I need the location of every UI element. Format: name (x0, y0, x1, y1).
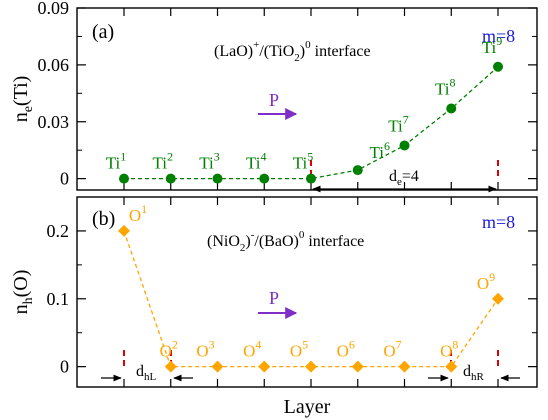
panel-b-label: (b) (92, 208, 115, 230)
y-tick-label: 0.2 (47, 221, 70, 241)
y-tick-label: 0.1 (47, 289, 70, 309)
point-label-b-2: O2 (160, 338, 178, 361)
panel-b-m-label: m=8 (482, 212, 515, 232)
data-point-b-1 (118, 224, 130, 237)
x-axis-label: Layer (284, 396, 331, 418)
data-point-a-6 (352, 165, 363, 176)
data-point-a-7 (399, 140, 410, 151)
panel-a-ylabel: ne(Ti) (10, 76, 36, 123)
point-label-b-3: O3 (196, 338, 214, 361)
panel-a-ticks: 0 0.03 0.06 0.09 (38, 0, 537, 190)
panel-b: 0 0.1 0.2 nh(O) (b) (NiO2)-/(BaO)0 interfa… (10, 196, 538, 388)
point-label-b-5: O5 (290, 338, 308, 361)
data-point-b-8 (445, 360, 458, 373)
data-point-a-2 (165, 173, 176, 184)
data-point-b-4 (258, 360, 271, 373)
panel-b-p-label: P (269, 288, 279, 308)
panel-b-dhr-label: dhR (463, 363, 485, 383)
panel-a: 0 0.03 0.06 0.09 ne(Ti) (a) (LaO)+/(TiO2)0 … (10, 0, 538, 193)
panel-a-p-label: P (269, 90, 279, 110)
point-label-a-4: Ti4 (246, 150, 267, 173)
point-label-b-8: O8 (440, 338, 458, 361)
point-label-a-8: Ti8 (435, 75, 456, 98)
data-point-b-3 (211, 360, 224, 373)
data-point-a-5 (306, 173, 316, 184)
data-point-b-2 (164, 360, 177, 373)
data-point-a-8 (446, 103, 457, 114)
point-label-a-5: Ti5 (293, 150, 314, 173)
point-label-b-7: O7 (383, 338, 401, 361)
point-label-b-1: O1 (129, 202, 147, 225)
data-point-b-9 (492, 292, 504, 305)
y-tick-label: 0.06 (38, 55, 70, 75)
data-point-b-6 (351, 360, 364, 373)
panel-b-interface-annotation: (NiO2)-/(BaO)0 interface (207, 229, 364, 254)
data-point-b-7 (398, 360, 411, 373)
data-point-a-1 (119, 173, 129, 184)
point-label-a-7: Ti7 (388, 112, 409, 135)
point-label-b-9: O9 (477, 270, 495, 293)
y-tick-label: 0.03 (38, 112, 70, 132)
panel-a-de-label: de=4 (389, 168, 419, 188)
panel-a-frame (76, 7, 538, 191)
panel-b-dhl-label: dhL (136, 363, 157, 383)
y-tick-label: 0 (60, 357, 69, 377)
data-point-a-4 (259, 173, 270, 184)
panel-b-series: O1 O2 O3 O4 O5 O6 O7 O8 O9 (118, 202, 504, 373)
data-point-b-5 (305, 360, 317, 373)
point-label-b-6: O6 (337, 338, 355, 361)
panel-b-ticks: 0 0.1 0.2 (47, 197, 537, 387)
panel-a-series: Ti1 Ti2 Ti3 Ti4 Ti5 Ti6 Ti7 Ti8 Ti9 (106, 34, 503, 184)
panel-b-ylabel: nh(O) (10, 270, 36, 315)
panel-a-m-label: m=8 (482, 26, 515, 46)
y-tick-label: 0 (60, 169, 69, 189)
panel-a-interface-annotation: (LaO)+/(TiO2)0 interface (214, 39, 371, 64)
point-label-a-1: Ti1 (106, 150, 127, 173)
point-label-a-6: Ti6 (369, 139, 390, 162)
point-label-a-2: Ti2 (152, 150, 173, 173)
panel-b-frame (76, 196, 538, 388)
point-label-a-9: Ti9 (482, 34, 503, 57)
data-point-a-3 (212, 173, 223, 184)
point-label-b-4: O4 (243, 338, 261, 361)
y-tick-label: 0.09 (38, 0, 70, 18)
point-label-a-3: Ti3 (199, 150, 220, 173)
data-point-a-9 (493, 61, 503, 72)
panel-a-label: (a) (92, 21, 114, 43)
